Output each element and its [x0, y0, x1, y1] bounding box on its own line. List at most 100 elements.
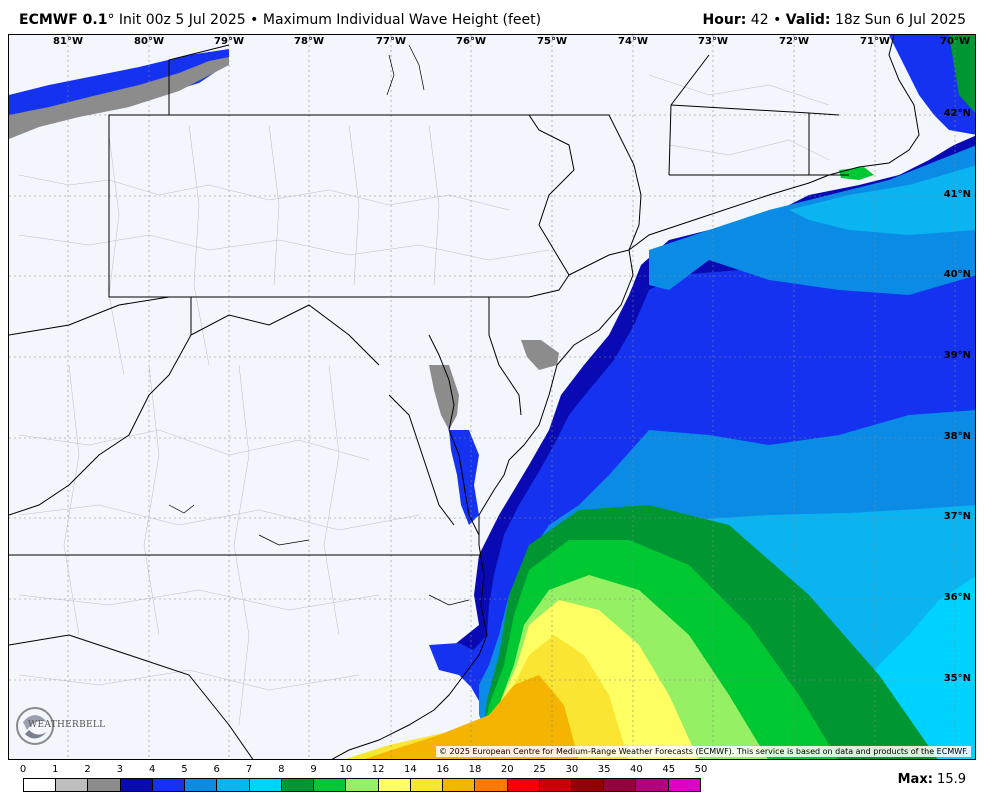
map-panel[interactable]: 81°W 80°W 79°W 78°W 77°W 76°W 75°W 74°W … [8, 34, 976, 760]
delaware-bay-gray [521, 340, 559, 370]
legend-tick-row: 0 1 2 3 4 5 6 7 8 9 10 12 14 16 18 20 25 30 35 40 45 50 [20, 764, 708, 776]
lake-erie-gray [9, 57, 229, 139]
legend-tick-label: 1 [52, 764, 59, 775]
legend-tick-label: 8 [278, 764, 285, 775]
color-legend [23, 778, 701, 792]
state-borders [9, 35, 920, 759]
legend-tick-label: 7 [245, 764, 253, 775]
graticule [9, 35, 975, 759]
legend-tick-label: 10 [339, 764, 353, 775]
weatherbell-swirl-icon [16, 707, 54, 745]
legend-swatch [507, 779, 540, 791]
legend-swatch [217, 779, 250, 791]
wave-height-map [9, 35, 975, 759]
hour-value: 42 [750, 12, 769, 28]
legend-tick-label: 6 [213, 764, 220, 775]
legend-tick-label: 12 [371, 764, 385, 775]
wave-field-layers [9, 35, 975, 759]
logo-text: WEATHERBELL [28, 720, 106, 730]
lon-label-77w: 77°W [376, 36, 406, 47]
legend-swatch [443, 779, 476, 791]
lon-label-73w: 73°W [698, 36, 728, 47]
copyright-notice: © 2025 European Centre for Medium-Range … [436, 746, 971, 757]
legend-tick-label: 30 [565, 764, 579, 775]
wave-band-6ft-north [789, 165, 975, 235]
max-label: Max: [897, 772, 933, 787]
capecod-green [949, 35, 975, 113]
lon-label-75w: 75°W [537, 36, 567, 47]
legend-swatch [410, 779, 444, 791]
lat-label-42n: 42°N [943, 108, 971, 119]
lat-label-35n: 35°N [943, 673, 971, 684]
lon-label-70w: 70°W [940, 36, 970, 47]
legend-tick-label: 3 [116, 764, 124, 775]
nantucket-green [839, 167, 874, 180]
legend-swatch [378, 779, 411, 791]
legend-swatch [152, 779, 186, 791]
init-time: Init 00z 5 Jul 2025 [118, 12, 246, 28]
legend-tick-label: 20 [500, 764, 514, 775]
wave-band-7ft [752, 576, 975, 759]
legend-swatch [475, 779, 508, 791]
title-separator: • [250, 12, 259, 28]
wave-band-16ft [365, 675, 579, 759]
legend-swatch [571, 779, 605, 791]
legend-tick-label: 9 [310, 764, 317, 775]
legend-swatch [346, 779, 379, 791]
legend-swatch [249, 779, 282, 791]
legend-tick-label: 16 [436, 764, 450, 775]
chesapeake-blue [449, 430, 479, 525]
legend-swatch [636, 779, 669, 791]
legend-swatch [24, 779, 57, 791]
legend-swatch [120, 779, 153, 791]
legend-swatch [88, 779, 121, 791]
legend-tick-label: 5 [181, 764, 188, 775]
weatherbell-logo: WEATHERBELL [13, 700, 105, 752]
header: ECMWF 0.1° Init 00z 5 Jul 2025 • Maximum… [0, 0, 984, 34]
lon-label-71w: 71°W [860, 36, 890, 47]
valid-label: Valid: [785, 12, 831, 28]
model-name: ECMWF 0.1 [19, 12, 108, 28]
lon-label-76w: 76°W [456, 36, 486, 47]
legend-swatch [539, 779, 572, 791]
lat-label-37n: 37°N [943, 511, 971, 522]
valid-time-readout: Hour: 42 • Valid: 18z Sun 6 Jul 2025 [703, 12, 966, 28]
lon-label-80w: 80°W [134, 36, 164, 47]
legend-tick-label: 4 [148, 764, 156, 775]
lat-label-40n: 40°N [943, 269, 971, 280]
county-borders [18, 74, 830, 726]
valid-value: 18z Sun 6 Jul 2025 [834, 12, 966, 28]
lon-label-72w: 72°W [779, 36, 809, 47]
lon-label-81w: 81°W [53, 36, 83, 47]
degree-symbol: ° [107, 12, 115, 28]
lat-label-39n: 39°N [943, 350, 971, 361]
legend-tick-label: 40 [630, 764, 643, 775]
legend-swatch [56, 779, 89, 791]
lat-label-41n: 41°N [943, 189, 971, 200]
legend-tick-label: 2 [84, 764, 91, 775]
max-value: 15.9 [937, 772, 966, 787]
lat-label-36n: 36°N [943, 592, 971, 603]
title-separator-2: • [773, 12, 782, 28]
legend-tick-label: 50 [694, 764, 708, 775]
chesapeake-gray [429, 365, 459, 430]
lon-label-78w: 78°W [294, 36, 324, 47]
legend-swatch [314, 779, 347, 791]
legend-tick-label: 18 [468, 764, 482, 775]
product-name: Maximum Individual Wave Height (feet) [262, 12, 542, 28]
legend-tick-label: 14 [404, 764, 417, 775]
legend-tick-label: 45 [662, 764, 676, 775]
legend-tick-label: 35 [597, 764, 611, 775]
legend-tick-label: 25 [533, 764, 546, 775]
lon-label-74w: 74°W [618, 36, 648, 47]
hour-label: Hour: [702, 12, 747, 28]
legend-swatch [604, 779, 637, 791]
max-readout: Max: 15.9 [898, 772, 966, 787]
chart-title: ECMWF 0.1° Init 00z 5 Jul 2025 • Maximum… [19, 12, 541, 28]
legend-swatch [185, 779, 218, 791]
rivers [168, 44, 470, 606]
legend-swatch [281, 779, 315, 791]
lon-label-79w: 79°W [214, 36, 244, 47]
legend-swatch [668, 779, 700, 791]
lat-label-38n: 38°N [943, 431, 971, 442]
